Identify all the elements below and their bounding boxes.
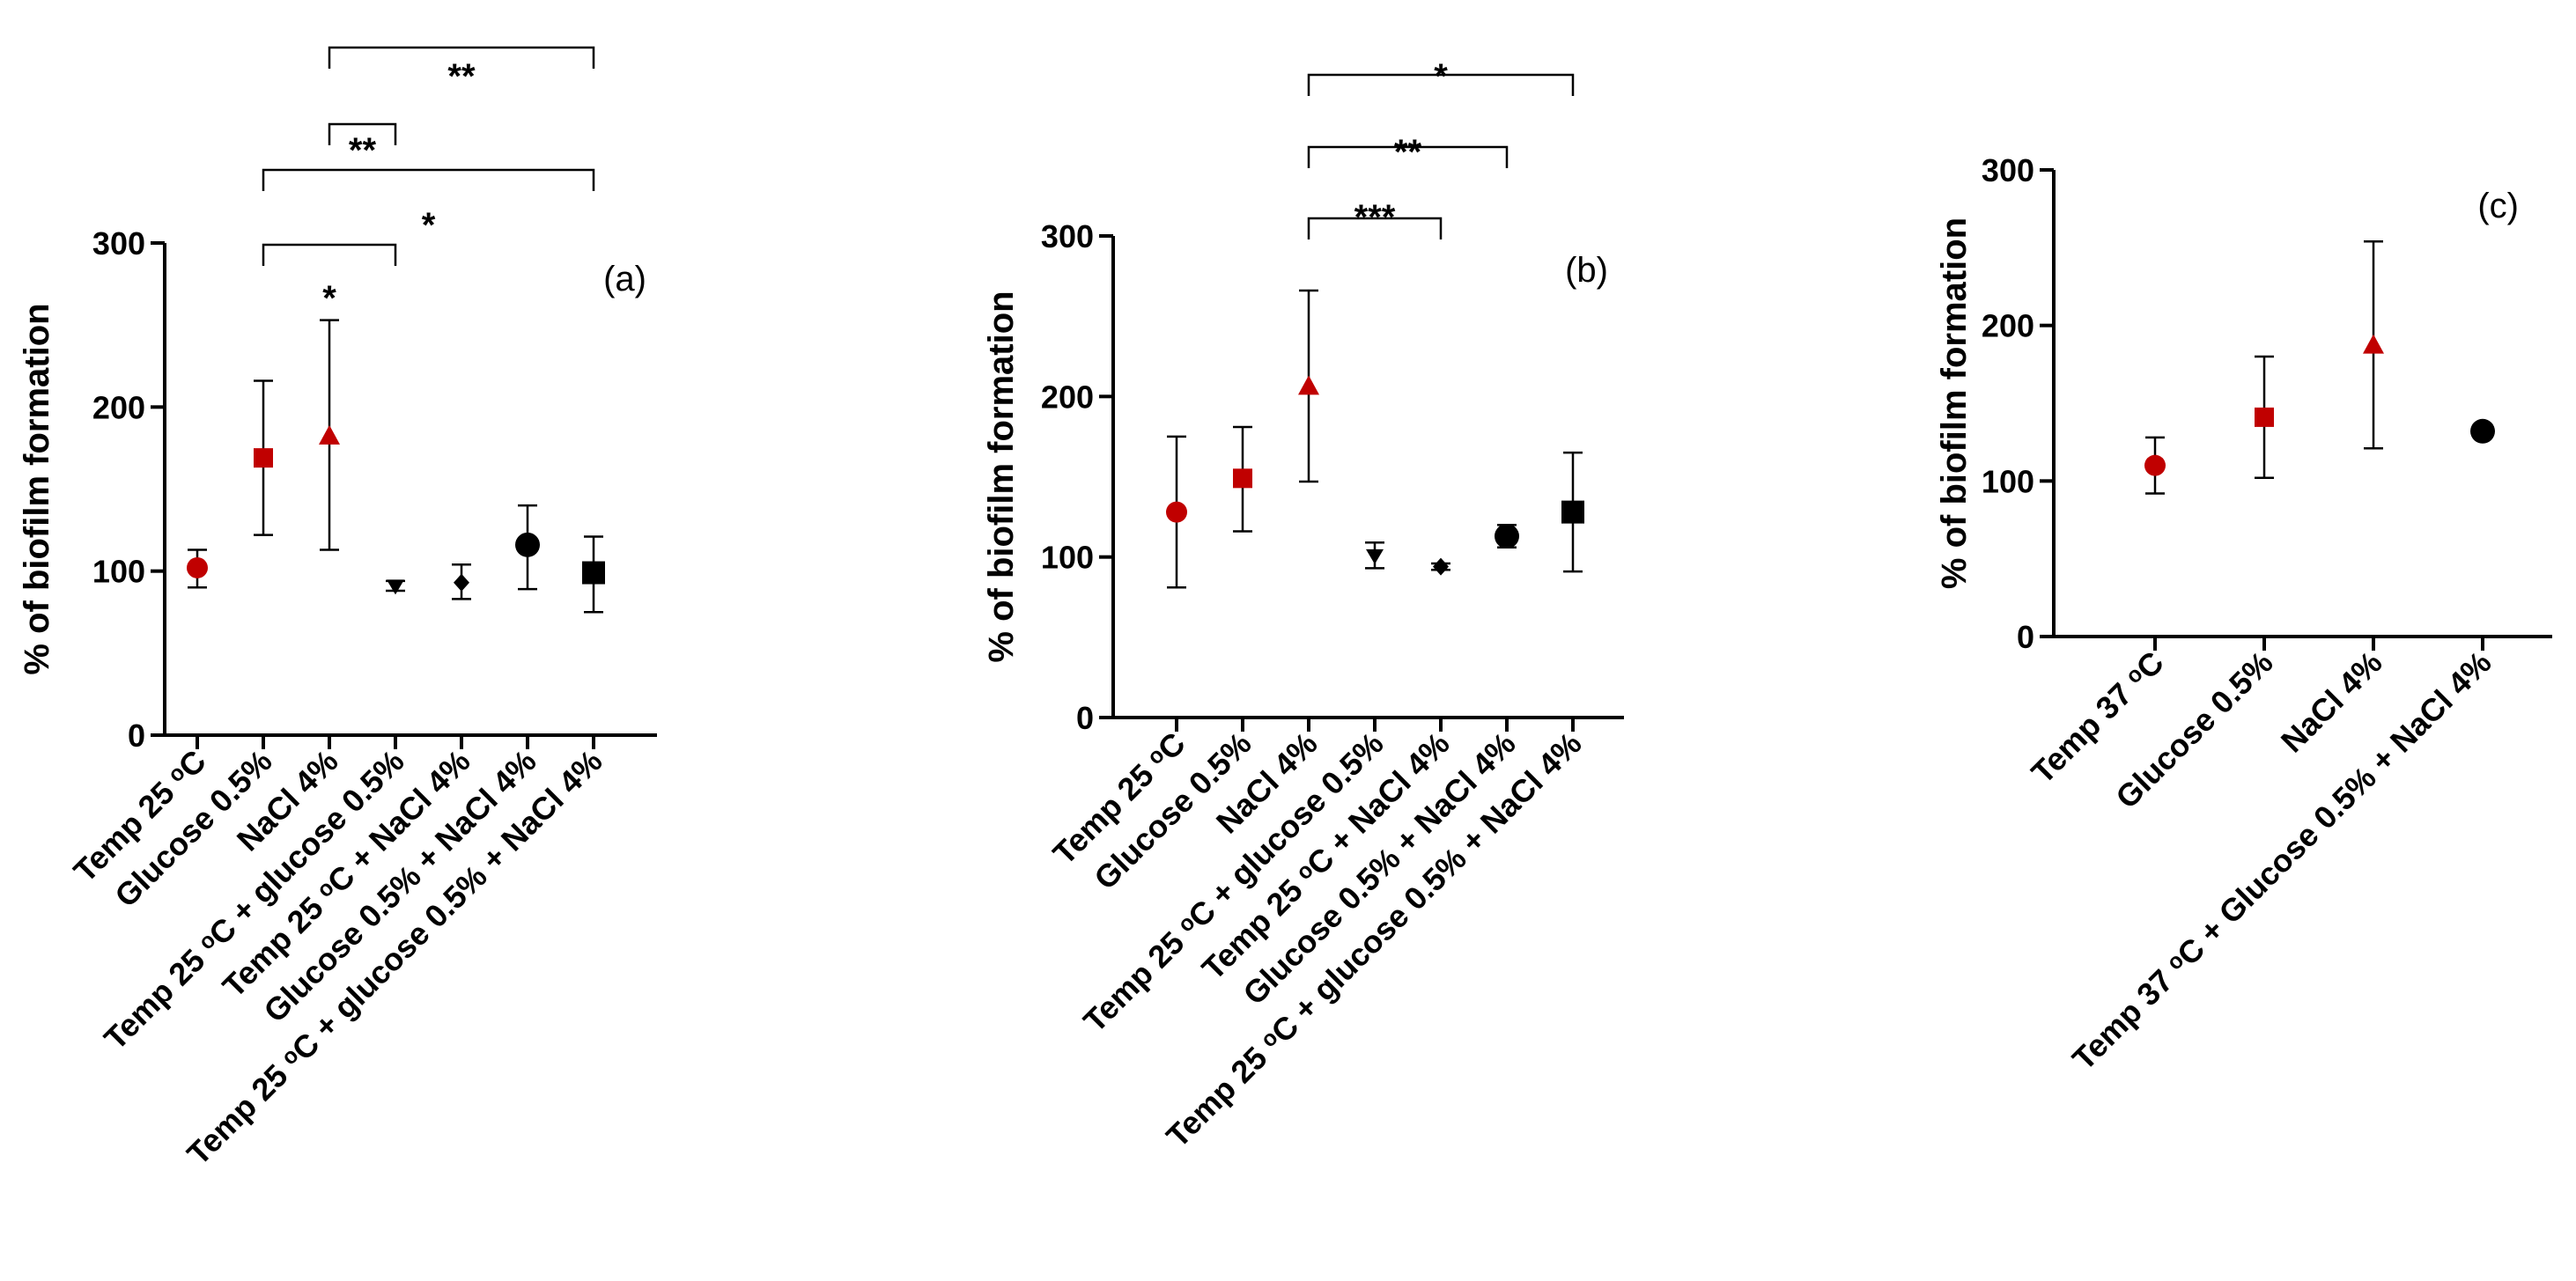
data-point bbox=[1431, 557, 1450, 576]
significance-bracket: * bbox=[1307, 57, 1575, 96]
data-point bbox=[582, 535, 605, 614]
x-tick-label: NaCl 4% bbox=[2274, 644, 2389, 760]
data-point bbox=[319, 319, 340, 551]
marker-triangle-down bbox=[387, 579, 404, 595]
significance-label: * bbox=[1434, 57, 1448, 96]
y-tick-label: 0 bbox=[1076, 700, 1094, 736]
bracket-line bbox=[262, 168, 595, 191]
marker-square bbox=[254, 448, 273, 468]
y-tick-label: 100 bbox=[1041, 540, 1094, 576]
marker-square bbox=[1233, 468, 1252, 489]
data-point bbox=[1298, 289, 1319, 483]
data-point bbox=[2363, 240, 2384, 450]
marker-circle bbox=[515, 532, 540, 557]
panel-label: (b) bbox=[1565, 251, 1608, 290]
data-point bbox=[452, 563, 471, 600]
significance-label: * bbox=[422, 206, 436, 245]
significance-label: ** bbox=[1394, 133, 1422, 172]
bracket-line bbox=[328, 46, 595, 69]
y-tick-label: 100 bbox=[1982, 463, 2034, 499]
y-tick-label: 0 bbox=[128, 718, 145, 754]
significance-bracket: ** bbox=[328, 122, 397, 170]
significance-bracket: * bbox=[262, 168, 595, 245]
bracket-line bbox=[1307, 73, 1575, 96]
significance-bracket: *** bbox=[1307, 198, 1443, 239]
data-point bbox=[1561, 451, 1584, 573]
marker-diamond bbox=[454, 573, 469, 592]
marker-square bbox=[582, 561, 605, 585]
marker-triangle bbox=[1298, 375, 1319, 395]
y-tick-label: 200 bbox=[1982, 308, 2034, 344]
data-point bbox=[1233, 425, 1252, 533]
y-tick-label: 100 bbox=[92, 554, 145, 590]
y-axis-label: % of biofilm formation bbox=[982, 291, 1021, 662]
marker-triangle-down bbox=[1366, 548, 1384, 564]
y-tick-label: 300 bbox=[1982, 152, 2034, 188]
significance-label: *** bbox=[1354, 198, 1396, 237]
bracket-line bbox=[328, 122, 397, 145]
marker-circle bbox=[2144, 454, 2166, 476]
significance-bracket: * bbox=[262, 243, 397, 318]
y-axis-label: % of biofilm formation bbox=[1935, 217, 1974, 589]
data-point bbox=[2470, 418, 2495, 444]
marker-diamond bbox=[1433, 557, 1449, 576]
significance-bracket: ** bbox=[1307, 133, 1509, 172]
panel-label: (c) bbox=[2477, 187, 2519, 225]
y-tick-label: 300 bbox=[1041, 218, 1094, 254]
data-point bbox=[254, 379, 273, 536]
bracket-line bbox=[262, 243, 397, 266]
y-tick-label: 0 bbox=[2017, 619, 2034, 655]
panel-label: (a) bbox=[603, 260, 646, 298]
bracket-line bbox=[1307, 217, 1443, 239]
data-point bbox=[2255, 355, 2274, 480]
y-tick-label: 300 bbox=[92, 225, 145, 261]
marker-triangle bbox=[319, 424, 340, 445]
marker-circle bbox=[2470, 418, 2495, 444]
data-point bbox=[515, 504, 540, 591]
marker-circle bbox=[1166, 501, 1187, 523]
data-point bbox=[1365, 541, 1384, 570]
data-point bbox=[1495, 523, 1519, 548]
y-axis-label: % of biofilm formation bbox=[18, 303, 56, 674]
marker-circle bbox=[1495, 523, 1519, 548]
y-tick-label: 200 bbox=[1041, 379, 1094, 415]
data-point bbox=[2144, 436, 2166, 495]
significance-bracket: ** bbox=[328, 46, 595, 96]
data-point bbox=[386, 579, 405, 595]
bracket-line bbox=[1307, 145, 1509, 168]
data-point bbox=[1166, 435, 1187, 589]
significance-label: * bbox=[322, 279, 336, 318]
significance-label: ** bbox=[349, 131, 377, 170]
data-point bbox=[187, 548, 208, 589]
marker-square bbox=[1561, 500, 1584, 524]
marker-square bbox=[2255, 407, 2274, 427]
marker-triangle bbox=[2363, 334, 2384, 354]
significance-label: ** bbox=[447, 57, 476, 96]
marker-circle bbox=[187, 556, 208, 578]
y-tick-label: 200 bbox=[92, 389, 145, 425]
